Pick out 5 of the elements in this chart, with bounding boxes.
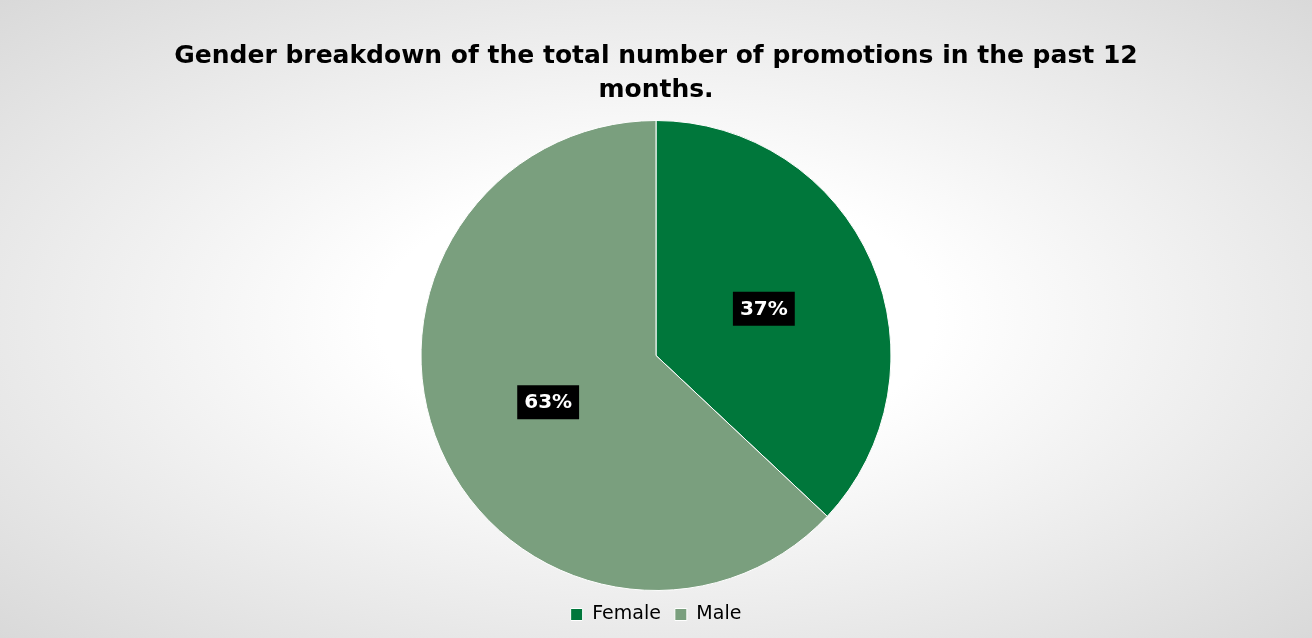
chart-title: Gender breakdown of the total number of promotions in the past 12 months. [173,39,1139,105]
legend-label: Male [696,601,742,624]
data-label: 63% [524,389,573,414]
data-label: 37% [739,296,788,321]
legend-label: Female [592,601,661,624]
